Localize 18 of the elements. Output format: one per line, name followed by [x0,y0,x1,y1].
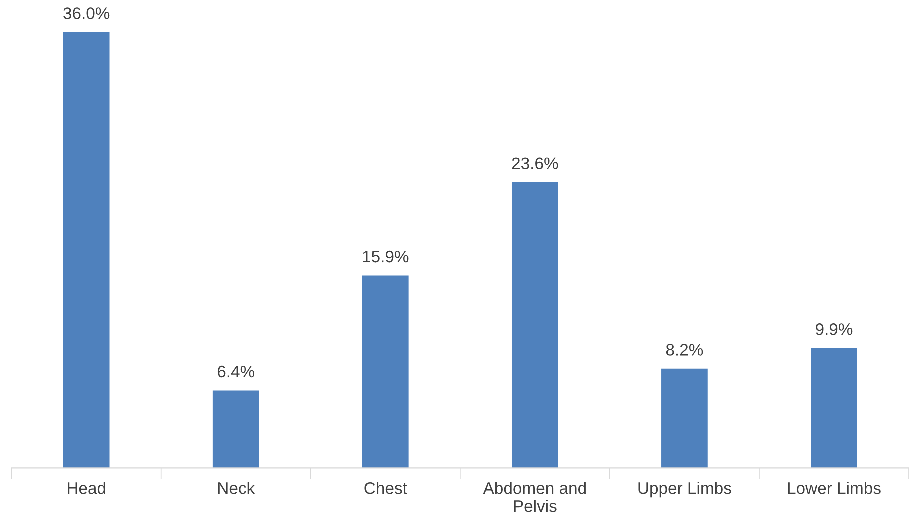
data-label: 9.9% [816,324,853,336]
bar [212,390,260,468]
bar [512,182,558,468]
bar [63,32,110,468]
x-tick-label: Lower Limbs [788,482,881,494]
data-label: 15.9% [363,250,409,263]
data-label: 8.2% [666,344,704,356]
x-tick-label: Chest [364,482,408,494]
x-tick-label: Upper Limbs [638,482,732,498]
x-tick-label: Abdomen and Pelvis [483,482,586,512]
x-tick-label: Head [68,482,106,494]
bar [662,368,708,468]
data-label: 36.0% [64,8,110,20]
x-tick-label: Neck [218,482,256,494]
data-label: 6.4% [218,366,255,378]
bar [362,276,409,468]
bar [811,348,858,468]
data-label: 23.6% [512,158,558,170]
